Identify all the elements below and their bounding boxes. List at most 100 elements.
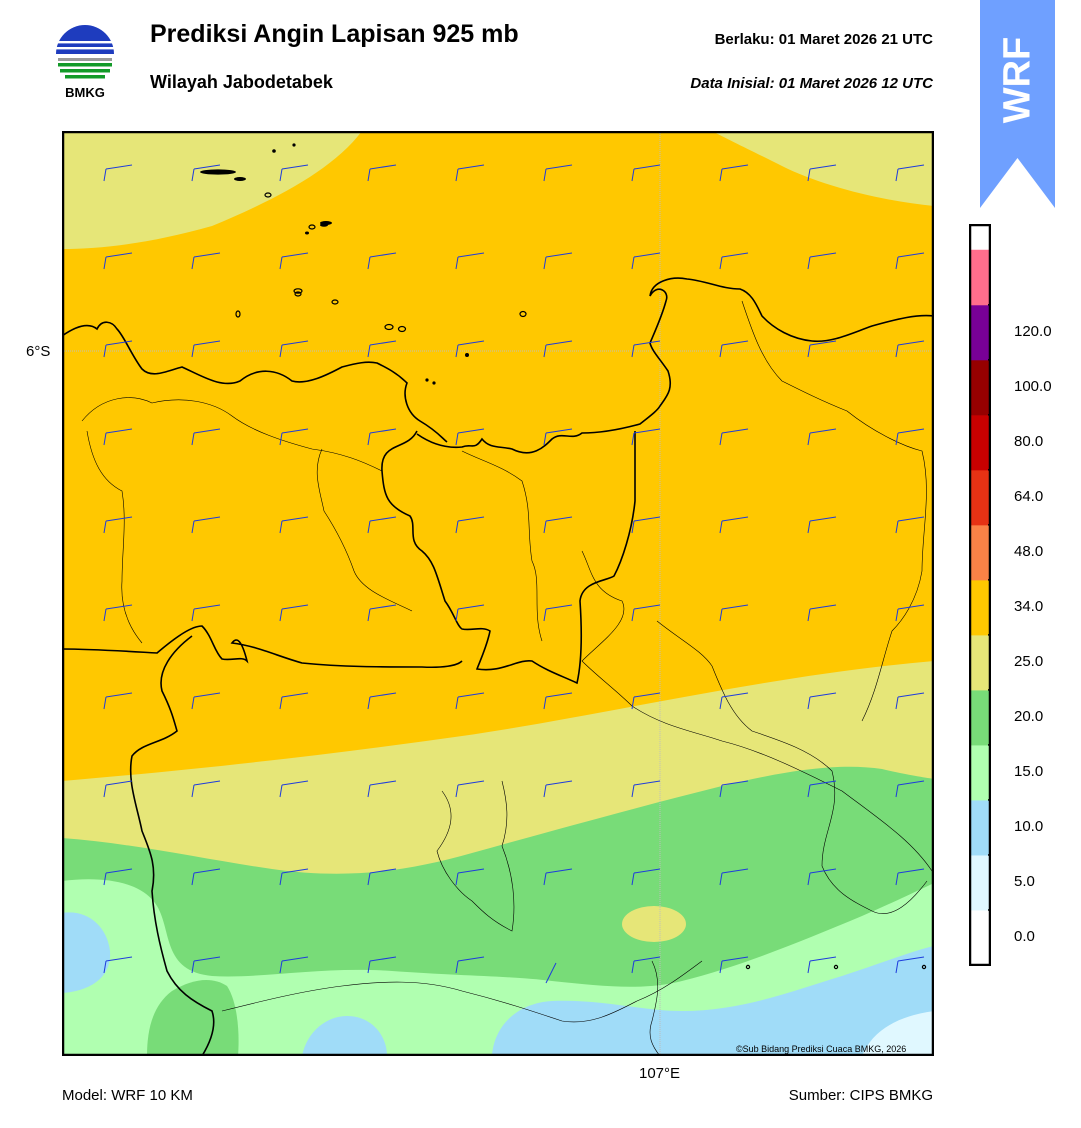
wind-barb <box>719 780 749 798</box>
wind-barb <box>895 252 925 270</box>
credit-text: ©Sub Bidang Prediksi Cuaca BMKG, 2026 <box>736 1044 907 1054</box>
colorbar-cell <box>970 359 990 416</box>
wind-barb <box>807 780 837 798</box>
wind-barb <box>191 780 221 798</box>
colorbar-label: 48.0 <box>1014 543 1044 561</box>
wind-barb <box>631 780 661 798</box>
wind-barb <box>103 692 133 710</box>
wind-barb <box>895 516 925 534</box>
province-border-jakarta <box>381 430 636 685</box>
wind-barb <box>543 428 573 446</box>
wind-barb <box>279 340 309 358</box>
wind-barb <box>103 164 133 182</box>
wind-barb <box>543 252 573 270</box>
island <box>234 177 246 181</box>
wind-barb <box>367 252 397 270</box>
wind-barb <box>367 780 397 798</box>
wind-barb <box>719 604 749 622</box>
lat-tick-label: 6°S <box>26 343 51 360</box>
logo-text: BMKG <box>65 85 105 100</box>
wind-barb <box>543 780 573 798</box>
wind-barb <box>191 164 221 182</box>
wind-barb <box>895 780 925 798</box>
wind-barb <box>807 868 837 886</box>
wind-barb <box>719 868 749 886</box>
district-border <box>741 300 927 722</box>
wind-barb <box>807 428 837 446</box>
district-border <box>221 960 703 1023</box>
colorbar-cell <box>970 634 990 691</box>
wind-barb <box>543 604 573 622</box>
district-border <box>316 448 413 612</box>
island <box>292 143 296 147</box>
district-border <box>86 430 143 644</box>
wind-barb <box>719 252 749 270</box>
wind-barb <box>191 516 221 534</box>
wind-barb <box>807 692 837 710</box>
colorbar-cell <box>970 854 990 911</box>
wind-barb <box>543 340 573 358</box>
band-blue-south <box>302 1016 387 1056</box>
wind-barb <box>807 516 837 534</box>
wind-barb <box>279 252 309 270</box>
wind-barb <box>455 692 485 710</box>
colorbar-cell <box>970 744 990 801</box>
init-time: Data Inisial: 01 Maret 2026 12 UTC <box>690 75 933 92</box>
province-border-west <box>129 635 215 1056</box>
wind-barb <box>895 868 925 886</box>
island <box>293 288 303 294</box>
wind-barb <box>719 164 749 182</box>
band-blue-west <box>62 912 111 993</box>
colorbar-cell <box>970 579 990 636</box>
wind-barb <box>631 692 661 710</box>
wind-barb <box>455 164 485 182</box>
band-khaki-ne <box>712 131 934 206</box>
colorbar-label: 5.0 <box>1014 873 1035 891</box>
wind-barb <box>543 164 573 182</box>
wind-barb <box>367 516 397 534</box>
wind-barb <box>895 692 925 710</box>
wind-barb <box>455 780 485 798</box>
wind-barb <box>895 340 925 358</box>
wind-barb <box>807 604 837 622</box>
region-subtitle: Wilayah Jabodetabek <box>150 72 333 92</box>
island <box>519 310 527 318</box>
island <box>745 964 751 970</box>
wind-barb <box>895 956 925 974</box>
island <box>272 149 276 153</box>
wind-barb <box>631 956 661 974</box>
island <box>397 325 407 333</box>
band-green-sw <box>147 979 239 1056</box>
coastline-bay <box>416 277 934 454</box>
colorbar-cell <box>970 249 990 306</box>
wind-barb <box>895 428 925 446</box>
wind-barb <box>191 252 221 270</box>
valid-time: Berlaku: 01 Maret 2026 21 UTC <box>714 31 933 48</box>
colorbar-label: 20.0 <box>1014 708 1044 726</box>
district-border <box>461 450 543 642</box>
wind-barb <box>455 868 485 886</box>
island <box>200 169 236 175</box>
wind-barb <box>191 956 221 974</box>
colorbar-label: 10.0 <box>1014 818 1044 836</box>
island <box>235 310 241 318</box>
wind-barb <box>719 428 749 446</box>
wind-barb <box>279 868 309 886</box>
wind-barb <box>367 428 397 446</box>
colorbar-label: 80.0 <box>1014 433 1044 451</box>
wind-barb <box>545 962 557 984</box>
wrf-badge <box>980 0 1055 208</box>
wind-barb <box>367 340 397 358</box>
island <box>833 964 839 970</box>
wrf-badge-label: WRF <box>997 37 1039 124</box>
wind-barb <box>543 516 573 534</box>
wind-barb <box>103 780 133 798</box>
wind-barb <box>631 340 661 358</box>
district-border <box>436 780 515 932</box>
wind-barb <box>631 604 661 622</box>
band-blue-southeast <box>492 946 934 1056</box>
wind-barb <box>631 516 661 534</box>
wind-barb <box>191 868 221 886</box>
map-title: Prediksi Angin Lapisan 925 mb <box>150 20 519 48</box>
wind-barb <box>455 956 485 974</box>
